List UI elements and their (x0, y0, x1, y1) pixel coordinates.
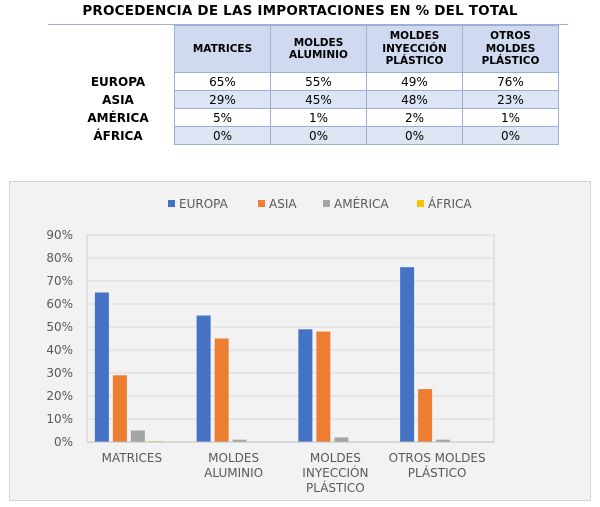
col-header-line: MOLDES (293, 36, 344, 49)
y-tick-label: 90% (46, 228, 73, 242)
bar-europa (298, 329, 313, 442)
x-category-label: INYECCIÓN (302, 465, 368, 480)
bar-asia (316, 331, 331, 442)
row-label: AMÉRICA (87, 110, 149, 125)
y-tick-label: 30% (46, 366, 73, 380)
col-header-moldes-inyeccion: MOLDES INYECCIÓN PLÁSTICO (366, 25, 463, 73)
legend-label: AMÉRICA (334, 196, 389, 211)
legend-swatch (417, 200, 424, 207)
table-cell: 48% (366, 90, 463, 109)
bar-chart: 0% 10% 20% 30% 40% 50% 60% 70% 80% 90% MATRICES MOL… (46, 196, 495, 495)
table-cell: 76% (462, 72, 559, 91)
bar-américa (232, 439, 247, 442)
x-category-label: PLÁSTICO (408, 465, 467, 480)
legend-label: ÁFRICA (428, 196, 472, 211)
legend-label: EUROPA (179, 197, 229, 211)
table-cell: 5% (174, 108, 271, 127)
col-header-line: ALUMINIO (289, 49, 348, 61)
y-tick-label: 40% (46, 343, 73, 357)
x-category-label: MOLDES (310, 451, 361, 465)
legend-swatch (323, 200, 330, 207)
table-corner (64, 26, 175, 73)
table-header-row: MATRICES MOLDES ALUMINIO MOLDES INYECCIÓ… (64, 25, 559, 73)
table-cell: 55% (270, 72, 367, 91)
table-row-europa: EUROPA 65% 55% 49% 76% (64, 72, 559, 91)
table-cell: 1% (270, 108, 367, 127)
col-header-matrices: MATRICES (174, 25, 271, 73)
col-header-line: MOLDES (485, 42, 536, 55)
y-tick-label: 70% (46, 274, 73, 288)
x-category-label: ALUMINIO (204, 466, 263, 480)
legend-swatch (258, 200, 265, 207)
bar-europa (94, 292, 109, 442)
table-cell: 0% (270, 126, 367, 145)
x-category-label: MATRICES (102, 451, 162, 465)
table-row-africa: ÁFRICA 0% 0% 0% 0% (64, 126, 559, 145)
bar-américa (334, 437, 349, 442)
table-cell: 65% (174, 72, 271, 91)
y-tick-label: 0% (54, 435, 73, 449)
bar-américa (130, 430, 145, 442)
y-tick-label: 20% (46, 389, 73, 403)
table-cell: 1% (462, 108, 559, 127)
col-header-line: MOLDES (389, 30, 440, 43)
y-tick-label: 80% (46, 251, 73, 265)
y-tick-label: 50% (46, 320, 73, 334)
table-cell: 29% (174, 90, 271, 109)
table-cell: 0% (366, 126, 463, 145)
col-header-line: MATRICES (192, 42, 253, 55)
bar-europa (196, 315, 211, 442)
table-cell: 23% (462, 90, 559, 109)
legend-label: ASIA (269, 197, 297, 211)
bar-europa (400, 267, 415, 442)
y-tick-label: 60% (46, 297, 73, 311)
x-category-label: MOLDES (208, 451, 259, 465)
bar-asia (418, 389, 433, 442)
col-header-line: OTROS (490, 30, 531, 43)
x-category-label: PLÁSTICO (306, 480, 365, 495)
row-label: ASIA (102, 92, 134, 107)
plot-area (86, 234, 495, 443)
title-divider (48, 24, 568, 25)
bar-asia (214, 338, 229, 442)
row-label: ÁFRICA (93, 128, 143, 143)
col-header-line: PLÁSTICO (385, 55, 444, 68)
table-cell: 45% (270, 90, 367, 109)
legend-swatch (168, 200, 175, 207)
imports-table: MATRICES MOLDES ALUMINIO MOLDES INYECCIÓ… (64, 25, 559, 145)
col-header-line: PLÁSTICO (481, 55, 540, 68)
bar-américa (436, 439, 451, 442)
y-tick-label: 10% (46, 412, 73, 426)
row-label: EUROPA (90, 74, 146, 89)
x-category-label: OTROS MOLDES (389, 451, 486, 465)
col-header-otros-moldes: OTROS MOLDES PLÁSTICO (462, 25, 559, 73)
col-header-line: INYECCIÓN (382, 42, 447, 55)
col-header-moldes-aluminio: MOLDES ALUMINIO (270, 25, 367, 73)
page-title: PROCEDENCIA DE LAS IMPORTACIONES EN % DE… (82, 3, 518, 19)
table-row-asia: ASIA 29% 45% 48% 23% (64, 90, 559, 109)
table-cell: 0% (174, 126, 271, 145)
table-row-america: AMÉRICA 5% 1% 2% 1% (64, 108, 559, 127)
bar-asia (112, 375, 127, 442)
table-cell: 49% (366, 72, 463, 91)
table-cell: 2% (366, 108, 463, 127)
chart-container: 0% 10% 20% 30% 40% 50% 60% 70% 80% 90% MATRICES MOL… (9, 181, 591, 501)
table-cell: 0% (462, 126, 559, 145)
